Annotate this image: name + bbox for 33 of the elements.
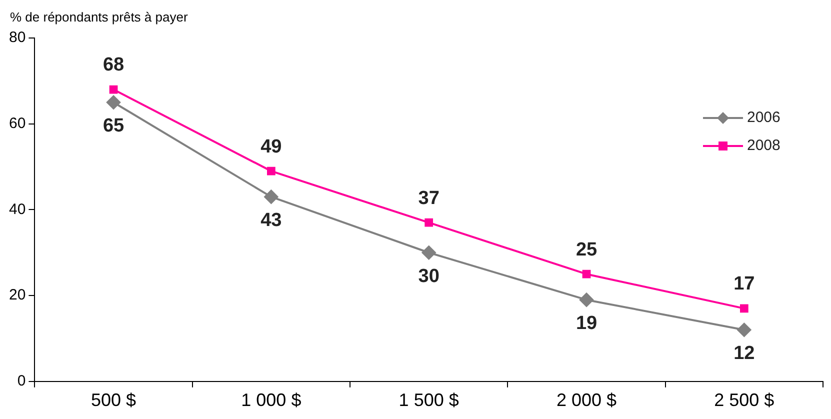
data-label: 49 (260, 136, 282, 158)
point (264, 190, 278, 204)
point (740, 304, 748, 313)
y-tick-label: 40 (8, 200, 26, 218)
y-tick-label: 20 (8, 286, 26, 304)
data-label: 12 (734, 343, 755, 364)
point (580, 292, 594, 307)
y-tick-label: 60 (8, 114, 26, 132)
data-label: 17 (734, 274, 755, 295)
data-label: 68 (102, 54, 124, 76)
x-tick-label: 2 500 $ (714, 390, 774, 410)
point (737, 322, 752, 337)
legend-label: 2006 (747, 109, 780, 126)
data-label: 43 (260, 210, 282, 232)
data-label: 37 (418, 188, 440, 209)
legend-label: 2008 (747, 137, 780, 154)
point (422, 246, 436, 260)
x-tick-label: 2 000 $ (556, 390, 617, 410)
x-tick-label: 1 000 $ (241, 390, 302, 410)
point (106, 95, 121, 110)
x-tick-label: 500 $ (90, 390, 136, 410)
y-axis-title: % de répondants prêts à payer (10, 10, 188, 25)
y-tick-label: 80 (8, 29, 26, 46)
y-tick-label: 0 (17, 372, 26, 390)
data-label: 25 (576, 239, 598, 260)
point (582, 270, 591, 278)
x-tick-label: 1 500 $ (398, 390, 459, 410)
point (266, 166, 276, 176)
data-label: 65 (102, 116, 125, 137)
data-label: 19 (576, 313, 598, 334)
point (109, 85, 118, 94)
data-label: 30 (418, 266, 440, 287)
point (424, 218, 434, 227)
